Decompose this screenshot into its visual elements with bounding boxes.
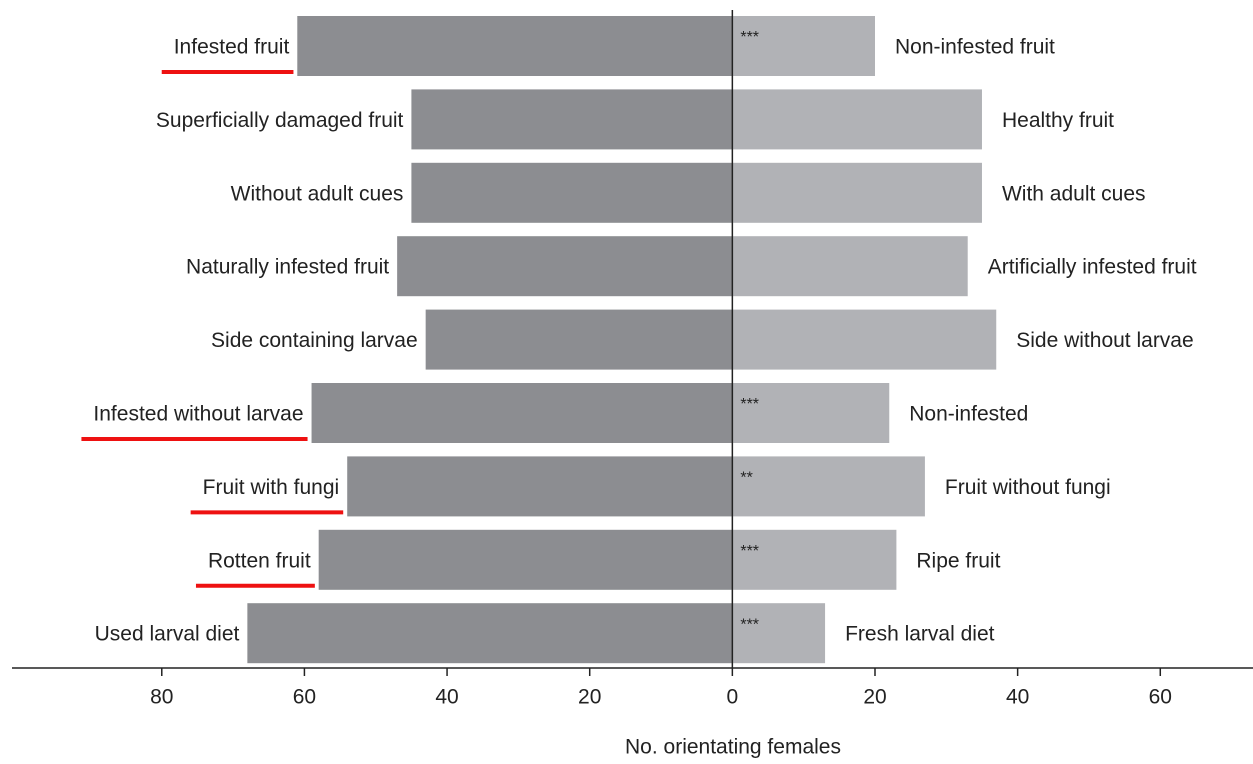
right-label: Artificially infested fruit [988, 256, 1197, 279]
left-label: Rotten fruit [208, 549, 311, 572]
bar [311, 383, 733, 443]
significance: *** [740, 543, 759, 560]
x-tick-label: 20 [578, 686, 601, 709]
left-label: Without adult cues [231, 182, 404, 205]
x-tick-label: 40 [435, 686, 458, 709]
left-label: Infested without larvae [93, 403, 303, 426]
x-axis-title: No. orientating females [625, 736, 841, 759]
left-label: Used larval diet [95, 623, 240, 646]
significance: *** [740, 29, 759, 46]
bar [318, 529, 733, 590]
left-label: Side containing larvae [211, 329, 418, 352]
bar [425, 309, 733, 370]
bar [732, 309, 997, 370]
left-label: Superficially damaged fruit [156, 109, 404, 132]
significance: ** [740, 470, 752, 487]
right-label: Side without larvae [1016, 329, 1193, 352]
bar [411, 89, 733, 150]
bar [732, 162, 982, 223]
significance: *** [740, 616, 759, 633]
left-label: Naturally infested fruit [186, 256, 389, 279]
bar [732, 383, 890, 443]
right-label: Healthy fruit [1002, 109, 1114, 132]
bar [347, 456, 733, 517]
right-label: Fruit without fungi [945, 476, 1111, 499]
right-label: Non-infested fruit [895, 36, 1055, 59]
x-tick-label: 60 [1149, 686, 1172, 709]
bar [247, 603, 733, 664]
right-label: Non-infested [909, 403, 1028, 426]
bar [732, 89, 982, 150]
left-label: Infested fruit [174, 36, 290, 59]
bar [411, 162, 733, 223]
bar [297, 16, 733, 76]
significance: *** [740, 396, 759, 413]
x-tick-label: 40 [1006, 686, 1029, 709]
right-label: Fresh larval diet [845, 623, 995, 646]
bar [732, 236, 968, 297]
bar [732, 529, 897, 590]
right-label: With adult cues [1002, 182, 1146, 205]
left-label: Fruit with fungi [203, 476, 340, 499]
right-label: Ripe fruit [916, 549, 1000, 572]
x-tick-label: 0 [727, 686, 739, 709]
bar [732, 456, 925, 517]
x-tick-label: 60 [293, 686, 316, 709]
x-tick-label: 20 [863, 686, 886, 709]
x-tick-label: 80 [150, 686, 173, 709]
bar [732, 603, 826, 664]
bar [732, 16, 875, 76]
bar [397, 236, 733, 297]
